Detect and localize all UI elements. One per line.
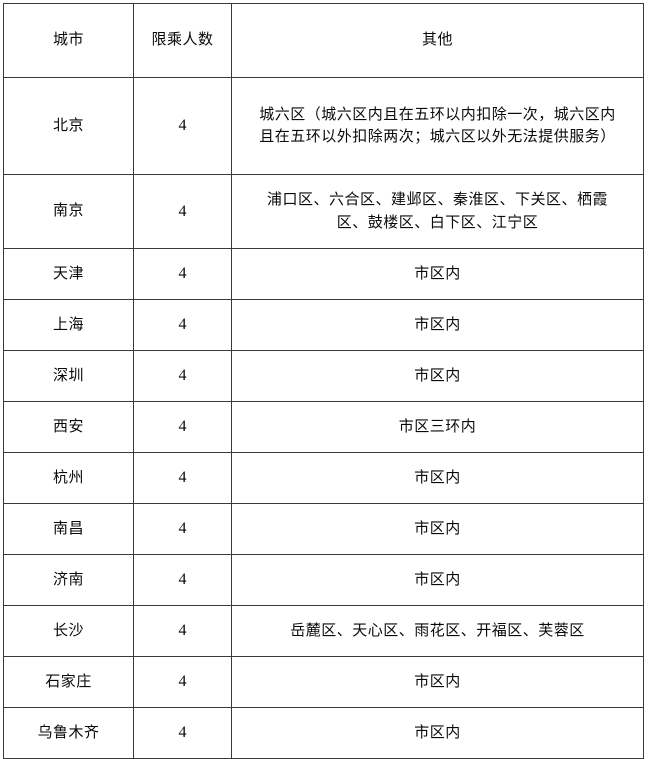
cell-passenger-limit: 4 <box>133 77 232 175</box>
cell-other: 市区内 <box>231 452 644 504</box>
city-passenger-limit-table: 城市 限乘人数 其他 北京 4 城六区（城六区内且在五环以内扣除一次，城六区内且在五… <box>3 3 644 759</box>
cell-city: 西安 <box>3 401 134 453</box>
cell-other: 市区内 <box>231 656 644 708</box>
cell-passenger-limit: 4 <box>133 605 232 657</box>
table-row: 乌鲁木齐 4 市区内 <box>3 707 644 759</box>
cell-other: 岳麓区、天心区、雨花区、开福区、芙蓉区 <box>231 605 644 657</box>
cell-passenger-limit: 4 <box>133 248 232 300</box>
city-limit-table-container: 城市 限乘人数 其他 北京 4 城六区（城六区内且在五环以内扣除一次，城六区内且在五… <box>3 3 644 759</box>
cell-other: 市区内 <box>231 503 644 555</box>
cell-city: 南京 <box>3 174 134 249</box>
cell-other: 市区三环内 <box>231 401 644 453</box>
cell-city: 杭州 <box>3 452 134 504</box>
table-row: 南昌 4 市区内 <box>3 503 644 555</box>
cell-passenger-limit: 4 <box>133 656 232 708</box>
cell-passenger-limit: 4 <box>133 401 232 453</box>
table-row: 南京 4 浦口区、六合区、建邺区、秦淮区、下关区、栖霞区、鼓楼区、白下区、江宁区 <box>3 174 644 249</box>
cell-other: 市区内 <box>231 299 644 351</box>
table-row: 西安 4 市区三环内 <box>3 401 644 453</box>
cell-passenger-limit: 4 <box>133 452 232 504</box>
table-row: 长沙 4 岳麓区、天心区、雨花区、开福区、芙蓉区 <box>3 605 644 657</box>
cell-other: 城六区（城六区内且在五环以内扣除一次，城六区内且在五环以外扣除两次；城六区以外无… <box>231 77 644 175</box>
cell-passenger-limit: 4 <box>133 299 232 351</box>
table-body: 北京 4 城六区（城六区内且在五环以内扣除一次，城六区内且在五环以外扣除两次；城六区… <box>3 77 644 759</box>
cell-city: 乌鲁木齐 <box>3 707 134 759</box>
cell-passenger-limit: 4 <box>133 350 232 402</box>
cell-other: 市区内 <box>231 554 644 606</box>
column-header-other: 其他 <box>231 3 644 78</box>
table-row: 济南 4 市区内 <box>3 554 644 606</box>
table-row: 上海 4 市区内 <box>3 299 644 351</box>
cell-city: 济南 <box>3 554 134 606</box>
cell-other: 市区内 <box>231 707 644 759</box>
cell-passenger-limit: 4 <box>133 503 232 555</box>
cell-passenger-limit: 4 <box>133 707 232 759</box>
cell-city: 长沙 <box>3 605 134 657</box>
cell-city: 上海 <box>3 299 134 351</box>
cell-city: 深圳 <box>3 350 134 402</box>
table-header-row: 城市 限乘人数 其他 <box>3 3 644 78</box>
cell-passenger-limit: 4 <box>133 554 232 606</box>
cell-other: 市区内 <box>231 350 644 402</box>
table-row: 石家庄 4 市区内 <box>3 656 644 708</box>
table-row: 杭州 4 市区内 <box>3 452 644 504</box>
column-header-city: 城市 <box>3 3 134 78</box>
column-header-passenger-limit: 限乘人数 <box>133 3 232 78</box>
cell-city: 石家庄 <box>3 656 134 708</box>
cell-city: 北京 <box>3 77 134 175</box>
table-row: 北京 4 城六区（城六区内且在五环以内扣除一次，城六区内且在五环以外扣除两次；城六区… <box>3 77 644 175</box>
table-header: 城市 限乘人数 其他 <box>3 3 644 78</box>
cell-other: 市区内 <box>231 248 644 300</box>
cell-passenger-limit: 4 <box>133 174 232 249</box>
table-row: 深圳 4 市区内 <box>3 350 644 402</box>
cell-city: 天津 <box>3 248 134 300</box>
table-row: 天津 4 市区内 <box>3 248 644 300</box>
cell-other: 浦口区、六合区、建邺区、秦淮区、下关区、栖霞区、鼓楼区、白下区、江宁区 <box>231 174 644 249</box>
cell-city: 南昌 <box>3 503 134 555</box>
